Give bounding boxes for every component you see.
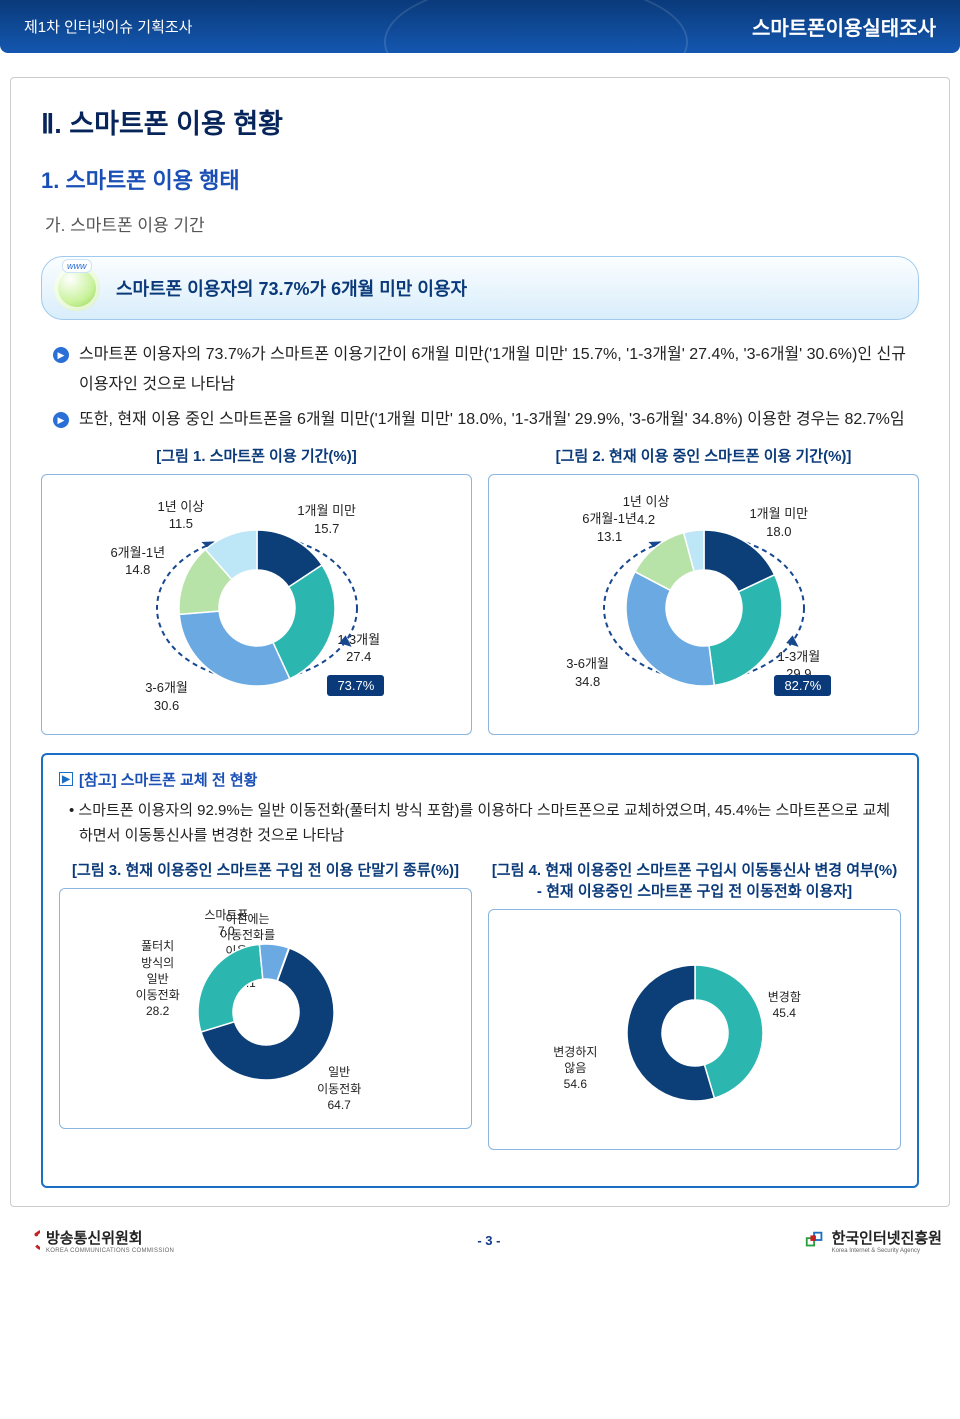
fig3-title: [그림 3. 현재 이용중인 스마트폰 구입 전 이용 단말기 종류(%)] — [59, 859, 472, 880]
top-banner: 제1차 인터넷이슈 기획조사 스마트폰이용실태조사 — [0, 0, 960, 53]
fig4-box: [그림 4. 현재 이용중인 스마트폰 구입시 이동통신사 변경 여부(%) -… — [488, 859, 901, 1150]
fig1-box: [그림 1. 스마트폰 이용 기간(%)] 1개월 미만15.71-3개월27.… — [41, 445, 472, 735]
fig1-title: [그림 1. 스마트폰 이용 기간(%)] — [41, 445, 472, 466]
magnifier-www-icon — [54, 265, 100, 311]
chart-row-1: [그림 1. 스마트폰 이용 기간(%)] 1개월 미만15.71-3개월27.… — [41, 445, 919, 735]
fig2-box: [그림 2. 현재 이용 중인 스마트폰 이용 기간(%)] 1개월 미만18.… — [488, 445, 919, 735]
fig4-title: [그림 4. 현재 이용중인 스마트폰 구입시 이동통신사 변경 여부(%) -… — [488, 859, 901, 901]
bullet-1-text: 스마트폰 이용자의 73.7%가 스마트폰 이용기간이 6개월 미만('1개월 … — [79, 340, 919, 399]
banner-right: 스마트폰이용실태조사 — [752, 12, 936, 41]
bullet-icon: ▶ — [53, 347, 69, 363]
fig3-frame: 일반이동전화64.7풀터치방식의일반이동전화28.2스마트폰7.0이전에는이동전… — [59, 888, 472, 1129]
kisa-logo-icon — [804, 1229, 826, 1251]
footer-left-org: 방송통신위원회 KOREA COMMUNICATIONS COMMISSION — [18, 1227, 174, 1254]
highlight-text: 스마트폰 이용자의 73.7%가 6개월 미만 이용자 — [116, 275, 467, 301]
highlight-bar: 스마트폰 이용자의 73.7%가 6개월 미만 이용자 — [41, 256, 919, 320]
fig3-donut: 일반이동전화64.7풀터치방식의일반이동전화28.2스마트폰7.0이전에는이동전… — [66, 901, 465, 1116]
reference-bullet: • 스마트폰 이용자의 92.9%는 일반 이동전화(풀터치 방식 포함)를 이… — [69, 798, 901, 849]
reference-box: ▶ [참고] 스마트폰 교체 전 현황 • 스마트폰 이용자의 92.9%는 일… — [41, 753, 919, 1188]
chart-row-2: [그림 3. 현재 이용중인 스마트폰 구입 전 이용 단말기 종류(%)] 일… — [59, 859, 901, 1150]
fig2-donut: 1개월 미만18.01-3개월29.93-6개월34.86개월-1년13.11년… — [495, 487, 912, 722]
footer-right-org-sub: Korea Internet & Security Agency — [832, 1248, 942, 1254]
heading-1: Ⅱ. 스마트폰 이용 현황 — [41, 102, 919, 141]
footer-left-org-name: 방송통신위원회 — [46, 1227, 174, 1248]
arrow-right-icon: ▶ — [59, 772, 73, 786]
page-body: Ⅱ. 스마트폰 이용 현황 1. 스마트폰 이용 행태 가. 스마트폰 이용 기… — [10, 77, 950, 1207]
heading-2: 1. 스마트폰 이용 행태 — [41, 163, 919, 195]
banner-left: 제1차 인터넷이슈 기획조사 — [24, 16, 192, 37]
kcc-logo-icon — [18, 1229, 40, 1251]
reference-title: ▶ [참고] 스마트폰 교체 전 현황 — [59, 769, 901, 790]
footer-right-org: 한국인터넷진흥원 Korea Internet & Security Agenc… — [804, 1227, 942, 1254]
footer-right-org-name: 한국인터넷진흥원 — [832, 1227, 942, 1248]
fig4-frame: 변경함45.4변경하지않음54.6 — [488, 909, 901, 1150]
fig3-box: [그림 3. 현재 이용중인 스마트폰 구입 전 이용 단말기 종류(%)] 일… — [59, 859, 472, 1150]
page-number: - 3 - — [477, 1233, 500, 1248]
fig2-title: [그림 2. 현재 이용 중인 스마트폰 이용 기간(%)] — [488, 445, 919, 466]
bullet-icon: ▶ — [53, 412, 69, 428]
fig1-frame: 1개월 미만15.71-3개월27.43-6개월30.66개월-1년14.81년… — [41, 474, 472, 735]
bullet-2: ▶ 또한, 현재 이용 중인 스마트폰을 6개월 미만('1개월 미만' 18.… — [53, 405, 919, 435]
heading-3: 가. 스마트폰 이용 기간 — [45, 211, 919, 236]
fig4-donut: 변경함45.4변경하지않음54.6 — [495, 922, 894, 1137]
fig2-frame: 1개월 미만18.01-3개월29.93-6개월34.86개월-1년13.11년… — [488, 474, 919, 735]
bullet-1: ▶ 스마트폰 이용자의 73.7%가 스마트폰 이용기간이 6개월 미만('1개… — [53, 340, 919, 399]
bullet-2-text: 또한, 현재 이용 중인 스마트폰을 6개월 미만('1개월 미만' 18.0%… — [79, 405, 905, 435]
fig1-donut: 1개월 미만15.71-3개월27.43-6개월30.66개월-1년14.81년… — [48, 487, 465, 722]
reference-title-text: [참고] 스마트폰 교체 전 현황 — [79, 769, 257, 790]
footer-left-org-sub: KOREA COMMUNICATIONS COMMISSION — [46, 1248, 174, 1254]
footer: 방송통신위원회 KOREA COMMUNICATIONS COMMISSION … — [0, 1217, 960, 1266]
